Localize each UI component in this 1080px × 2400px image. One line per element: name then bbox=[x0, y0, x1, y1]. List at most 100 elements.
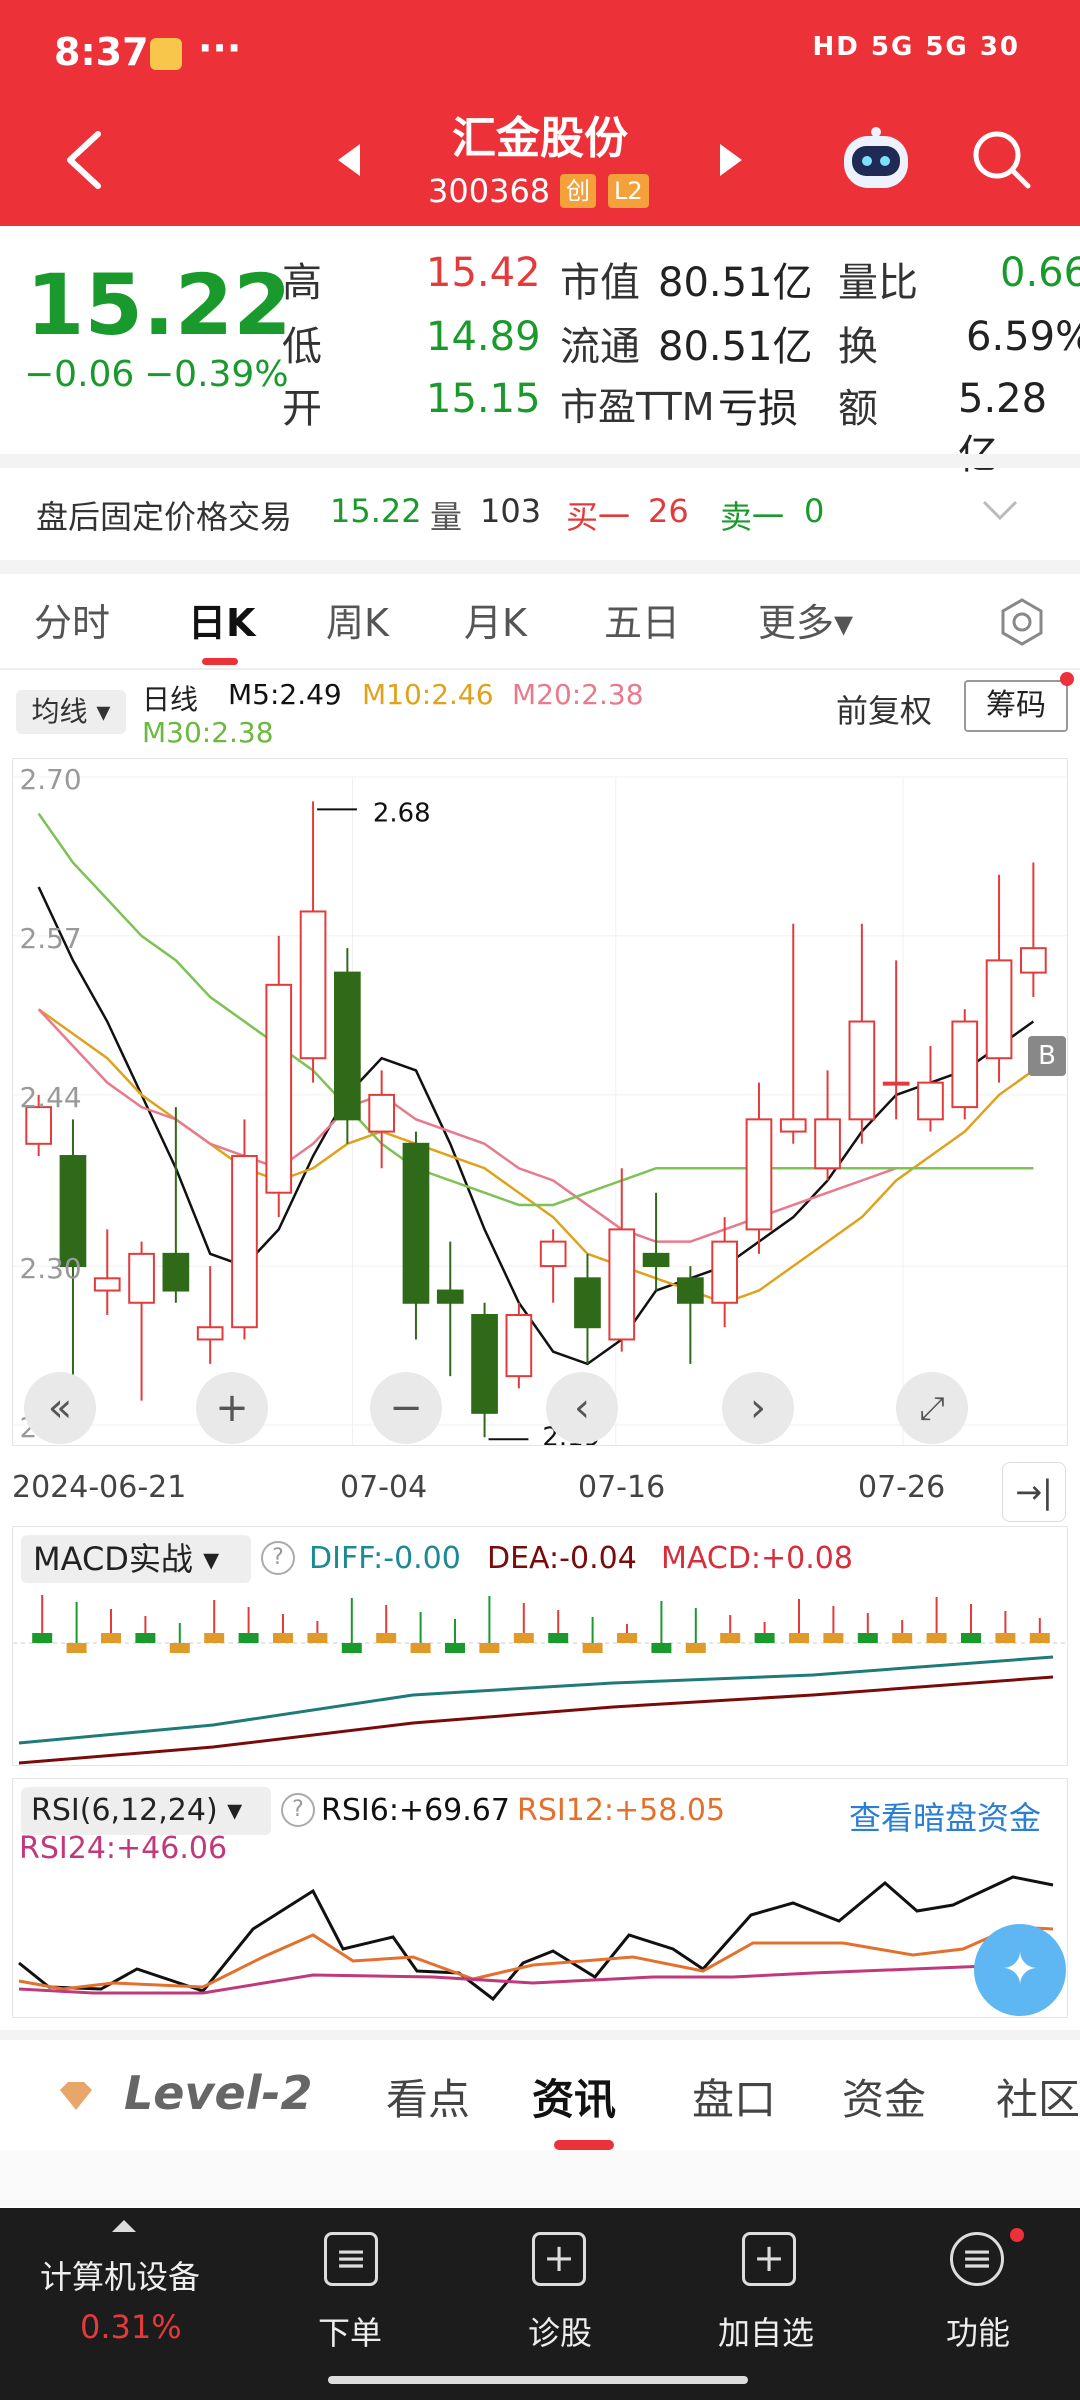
diagnose-icon[interactable]: + bbox=[532, 2232, 586, 2286]
zoom-out-icon[interactable]: − bbox=[370, 1372, 442, 1444]
pe-value: 亏损 bbox=[718, 386, 798, 432]
settings-icon[interactable] bbox=[996, 596, 1048, 648]
chip-button[interactable]: 筹码 bbox=[964, 680, 1068, 732]
diagnose-button[interactable]: 诊股 bbox=[528, 2314, 593, 2352]
caret-up-icon[interactable] bbox=[110, 2218, 138, 2234]
candle-body bbox=[471, 1314, 498, 1414]
help-icon[interactable]: ? bbox=[281, 1793, 315, 1827]
ma10-legend: M10:2.46 bbox=[362, 678, 494, 711]
macd-dea: DEA:-0.04 bbox=[487, 1541, 637, 1576]
macd-volume-bar bbox=[238, 1633, 259, 1643]
macd-value: MACD:+0.08 bbox=[661, 1541, 853, 1576]
help-icon[interactable]: ? bbox=[261, 1541, 295, 1575]
candle-body bbox=[848, 1020, 876, 1121]
home-indicator[interactable] bbox=[328, 2376, 748, 2384]
macd-volume-bar bbox=[651, 1643, 672, 1653]
info-tab-2[interactable]: 资讯 bbox=[532, 2075, 617, 2124]
candle-body bbox=[93, 1277, 121, 1292]
tab-0[interactable]: 分时 bbox=[34, 601, 111, 645]
macd-volume-bar bbox=[445, 1643, 465, 1653]
ma-type-select[interactable]: 均线 ▾ bbox=[16, 690, 126, 734]
after-hours-label: 盘后固定价格交易 bbox=[36, 498, 293, 536]
ma5-legend: M5:2.49 bbox=[228, 678, 342, 711]
candle-body bbox=[677, 1277, 704, 1304]
info-tab-4[interactable]: 资金 bbox=[842, 2075, 927, 2124]
info-tab-0[interactable]: Level-2 bbox=[124, 2066, 313, 2120]
tab-3[interactable]: 月K bbox=[464, 601, 527, 645]
scroll-right-icon[interactable]: › bbox=[722, 1372, 794, 1444]
macd-diff: DIFF:-0.00 bbox=[309, 1541, 461, 1576]
rsi-select[interactable]: RSI(6,12,24) ▾ bbox=[21, 1787, 271, 1835]
diamond-icon bbox=[60, 2082, 92, 2110]
ma20-legend: M20:2.38 bbox=[512, 678, 644, 711]
function-icon[interactable]: ≡ bbox=[950, 2232, 1004, 2286]
function-button[interactable]: 功能 bbox=[946, 2314, 1011, 2352]
date-label: 07-16 bbox=[578, 1470, 666, 1505]
add-watchlist-icon[interactable]: + bbox=[742, 2232, 796, 2286]
macd-panel: MACD实战 ▾ ? DIFF:-0.00 DEA:-0.04 MACD:+0.… bbox=[12, 1526, 1069, 1766]
prev-stock-icon[interactable] bbox=[336, 142, 362, 178]
high-value: 15.42 bbox=[426, 250, 541, 296]
candle-body bbox=[711, 1240, 739, 1304]
status-more: ··· bbox=[198, 26, 242, 70]
notification-dot bbox=[1010, 2228, 1024, 2242]
macd-volume-bar bbox=[857, 1633, 878, 1643]
sector-name[interactable]: 计算机设备 bbox=[40, 2258, 201, 2296]
fullscreen-icon[interactable]: ⤢ bbox=[896, 1372, 968, 1444]
tab-2[interactable]: 周K bbox=[326, 601, 389, 645]
low-value: 14.89 bbox=[426, 314, 541, 360]
zoom-out-fast-icon[interactable]: « bbox=[24, 1372, 96, 1444]
candlestick-chart[interactable]: 2.702.572.442.302.172.682.19 bbox=[12, 758, 1068, 1446]
notification-dot bbox=[1060, 672, 1074, 686]
buy1-label: 买一 bbox=[566, 498, 631, 536]
pe-label: 市盈TTM bbox=[560, 385, 715, 429]
float-label: 流通 bbox=[560, 324, 640, 370]
info-tab-5[interactable]: 社区 bbox=[996, 2075, 1080, 2124]
price-change: −0.06 bbox=[24, 354, 135, 395]
divider bbox=[0, 2030, 1080, 2040]
macd-volume-bar bbox=[995, 1633, 1016, 1643]
adjust-mode[interactable]: 前复权 bbox=[836, 692, 933, 730]
sell1-value: 0 bbox=[804, 492, 825, 530]
rsi12-value: RSI12:+58.05 bbox=[517, 1793, 726, 1828]
candle-body bbox=[608, 1228, 636, 1341]
order-button[interactable]: 下单 bbox=[318, 2314, 383, 2352]
info-tab-3[interactable]: 盘口 bbox=[692, 2075, 777, 2124]
macd-volume-bar bbox=[961, 1633, 981, 1643]
level2-tag: L2 bbox=[608, 174, 649, 208]
last-price: 15.22 bbox=[26, 256, 292, 354]
price-change-pct: −0.39% bbox=[144, 354, 289, 395]
float-value: 80.51亿 bbox=[658, 324, 813, 370]
jump-to-latest-icon[interactable]: →| bbox=[1002, 1462, 1066, 1522]
zoom-in-icon[interactable]: + bbox=[196, 1372, 268, 1444]
robot-assistant-icon[interactable] bbox=[840, 126, 912, 192]
macd-volume-bar bbox=[548, 1633, 569, 1643]
tab-1[interactable]: 日K bbox=[188, 601, 256, 645]
bottom-action-bar: 计算机设备 0.31% ≡ 下单 + 诊股 + 加自选 ≡ 功能 bbox=[0, 2208, 1080, 2400]
candle-body bbox=[162, 1252, 190, 1292]
macd-volume-bar bbox=[479, 1643, 500, 1653]
next-stock-icon[interactable] bbox=[718, 142, 744, 178]
info-tab-1[interactable]: 看点 bbox=[386, 2075, 471, 2124]
macd-volume-bar bbox=[1029, 1633, 1050, 1643]
macd-select[interactable]: MACD实战 ▾ bbox=[21, 1535, 251, 1583]
macd-volume-bar bbox=[32, 1633, 53, 1643]
candle-body bbox=[574, 1277, 601, 1329]
add-watchlist-button[interactable]: 加自选 bbox=[718, 2314, 815, 2352]
rsi24-value: RSI24:+46.06 bbox=[19, 1831, 228, 1866]
search-icon[interactable] bbox=[970, 128, 1032, 190]
after-hours-price: 15.22 bbox=[330, 492, 422, 530]
back-icon[interactable] bbox=[62, 128, 106, 192]
lightbulb-icon[interactable]: ✦ bbox=[974, 1924, 1066, 2016]
candle-body bbox=[814, 1118, 841, 1170]
scroll-left-icon[interactable]: ‹ bbox=[546, 1372, 618, 1444]
order-icon[interactable]: ≡ bbox=[324, 2232, 378, 2286]
tab-5[interactable]: 更多▾ bbox=[758, 601, 854, 645]
dark-pool-link[interactable]: 查看暗盘资金 bbox=[849, 1799, 1042, 1837]
candle-body bbox=[779, 1118, 807, 1133]
buy-signal-marker[interactable]: B bbox=[1028, 1036, 1066, 1076]
y-tick-label: 2.44 bbox=[20, 1081, 82, 1114]
tab-4[interactable]: 五日 bbox=[604, 601, 681, 645]
board-tag: 创 bbox=[560, 174, 596, 208]
chevron-down-icon[interactable] bbox=[980, 498, 1020, 522]
